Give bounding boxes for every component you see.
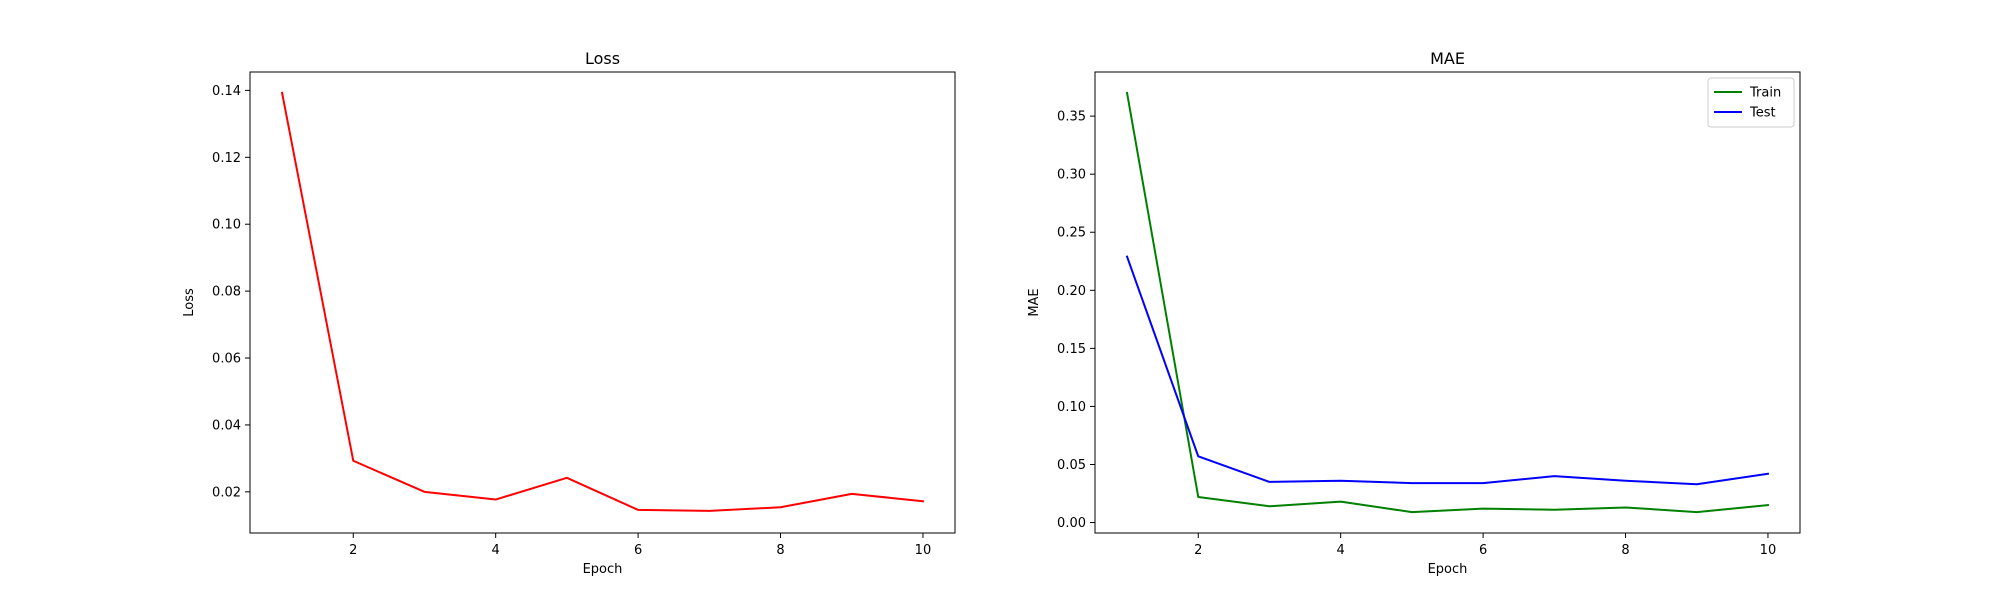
- mae-x-tick-label: 4: [1337, 543, 1345, 558]
- loss-x-tick-label: 4: [492, 543, 500, 558]
- mae-chart: MAE 2 4 6 8 10 0.00 0.05 0.10 0.15 0.20 0.25 0.30 0.3…: [1027, 49, 1801, 577]
- loss-y-tick-label: 0.14: [212, 84, 241, 99]
- loss-y-tick-label: 0.02: [212, 485, 241, 500]
- mae-series-train: [1125, 91, 1770, 514]
- mae-y-axis-label: MAE: [1027, 288, 1042, 316]
- loss-y-tick-label: 0.08: [212, 285, 241, 300]
- mae-y-tick-label: 0.10: [1057, 400, 1086, 415]
- loss-y-tick-label: 0.06: [212, 352, 241, 367]
- mae-y-tick-label: 0.30: [1057, 168, 1086, 183]
- mae-axes-frame: [1094, 71, 1801, 534]
- mae-title: MAE: [1430, 49, 1465, 68]
- mae-y-tick-label: 0.15: [1057, 342, 1086, 357]
- loss-x-tick-label: 10: [915, 543, 932, 558]
- mae-x-tick-label: 8: [1621, 543, 1629, 558]
- mae-y-tick-label: 0.35: [1057, 110, 1086, 125]
- mae-y-tick-label: 0.20: [1057, 284, 1086, 299]
- mae-x-axis-label: Epoch: [1428, 562, 1468, 577]
- mae-legend-box: [1707, 77, 1795, 128]
- loss-series-line-0: [280, 91, 925, 512]
- mae-y-tick-label: 0.05: [1057, 458, 1086, 473]
- loss-x-tick-label: 2: [349, 543, 357, 558]
- loss-y-tick-label: 0.04: [212, 418, 241, 433]
- loss-y-tick-label: 0.10: [212, 218, 241, 233]
- loss-y-axis-label: Loss: [182, 288, 197, 317]
- mae-legend-label-train: Train: [1749, 86, 1781, 101]
- mae-legend: Train Test: [1707, 77, 1795, 128]
- loss-title: Loss: [585, 49, 620, 68]
- mae-legend-label-test: Test: [1749, 106, 1776, 121]
- mae-series-test: [1125, 255, 1770, 486]
- mae-y-tick-label: 0.25: [1057, 226, 1086, 241]
- loss-x-axis-label: Epoch: [583, 562, 623, 577]
- mae-x-tick-label: 10: [1760, 543, 1777, 558]
- mae-x-tick-label: 6: [1479, 543, 1487, 558]
- loss-chart: Loss 2 4 6 8 10 0.02 0.04 0.06 0.08 0.10 0.12 0.14 Ep…: [182, 49, 956, 577]
- loss-y-tick-label: 0.12: [212, 151, 241, 166]
- loss-x-tick-label: 6: [634, 543, 642, 558]
- mae-x-tick-label: 2: [1194, 543, 1202, 558]
- loss-x-tick-label: 8: [776, 543, 784, 558]
- loss-axes-frame: [249, 71, 956, 534]
- mae-y-tick-label: 0.00: [1057, 516, 1086, 531]
